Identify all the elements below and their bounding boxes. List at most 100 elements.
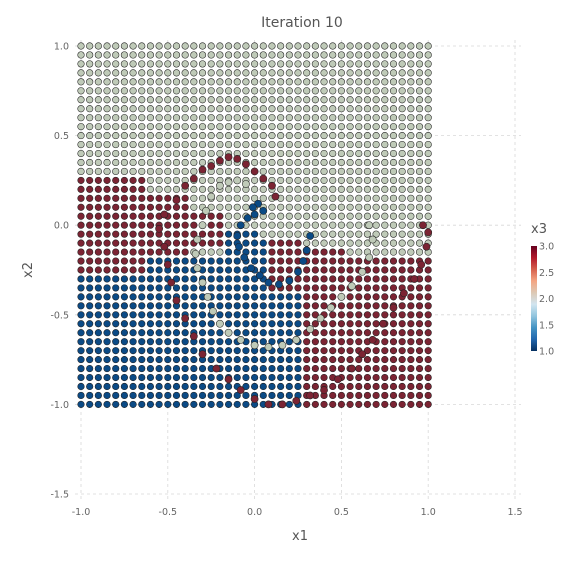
grid-point [224,105,233,113]
grid-point [77,311,85,319]
grid-point [138,400,146,408]
grid-point [146,176,155,184]
grid-point [407,158,415,167]
spiral-point-1 [264,278,273,287]
grid-point [320,356,328,364]
grid-point [363,140,372,149]
grid-point [103,221,111,229]
grid-point [285,391,293,400]
grid-point [285,42,293,50]
grid-point [372,78,380,86]
spiral-point-3 [236,386,245,394]
grid-point [337,212,345,220]
grid-point [381,373,389,382]
grid-point [112,382,120,391]
grid-point [198,329,207,337]
grid-point [337,400,345,408]
x-tick-label: 1.5 [507,507,522,518]
grid-point [303,194,311,202]
grid-point [155,373,163,382]
grid-point [242,230,250,238]
grid-point [112,176,120,184]
grid-point [164,302,172,310]
spiral-point-3 [379,319,387,328]
grid-point [355,248,363,256]
grid-point [320,51,328,59]
grid-point [303,347,311,355]
grid-point [407,230,415,238]
grid-point [224,78,233,86]
grid-point [129,60,137,68]
spiral-point-2 [203,293,212,301]
grid-point [398,87,406,95]
grid-point [146,140,155,149]
grid-point [398,194,406,202]
grid-point [94,382,102,391]
grid-point [216,140,224,149]
grid-point [190,167,198,176]
grid-point [233,123,241,131]
grid-point [120,149,128,158]
grid-point [181,78,189,86]
grid-point [94,338,102,346]
grid-point [181,221,189,229]
grid-point [251,51,259,59]
grid-point [181,69,189,77]
grid-point [120,284,128,292]
grid-point [372,96,380,104]
grid-point [424,132,432,140]
grid-point [146,302,155,310]
grid-point [77,158,85,167]
grid-point [181,373,189,382]
grid-point [138,347,146,355]
grid-point [277,221,285,229]
colorbar-tick-label: 1.0 [539,347,554,358]
spiral-point-3 [358,350,367,359]
grid-point [407,257,415,265]
grid-point [94,167,102,176]
grid-point [190,293,198,301]
grid-point [86,293,94,301]
grid-point [138,338,146,346]
grid-point [355,221,363,229]
grid-point [181,51,189,59]
grid-point [389,51,398,59]
grid-point [303,203,311,211]
grid-point [268,60,276,68]
spiral-point-1 [259,206,268,215]
grid-point [285,158,293,167]
grid-point [233,356,241,364]
grid-point [190,382,198,391]
grid-point [86,311,94,319]
grid-point [311,356,319,364]
grid-point [355,105,363,113]
grid-point [251,302,259,310]
grid-point [251,185,259,193]
grid-point [363,78,372,86]
grid-point [415,51,424,59]
grid-point [372,194,380,202]
grid-point [311,132,319,140]
grid-point [190,185,198,193]
grid-point [320,239,328,247]
grid-point [398,221,406,229]
spiral-point-1 [294,267,302,276]
grid-point [311,42,319,50]
grid-point [415,194,424,202]
grid-point [164,114,172,122]
spiral-point-2 [316,314,325,323]
grid-point [259,382,267,391]
grid-point [407,221,415,229]
grid-point [242,96,250,104]
grid-point [329,221,337,229]
grid-point [372,114,380,122]
grid-point [337,185,345,193]
grid-point [164,176,172,184]
grid-point [120,140,128,149]
grid-point [424,284,432,292]
grid-point [372,329,380,337]
grid-point [389,382,398,391]
grid-point [346,69,354,77]
grid-point [216,275,224,283]
grid-point [233,78,241,86]
